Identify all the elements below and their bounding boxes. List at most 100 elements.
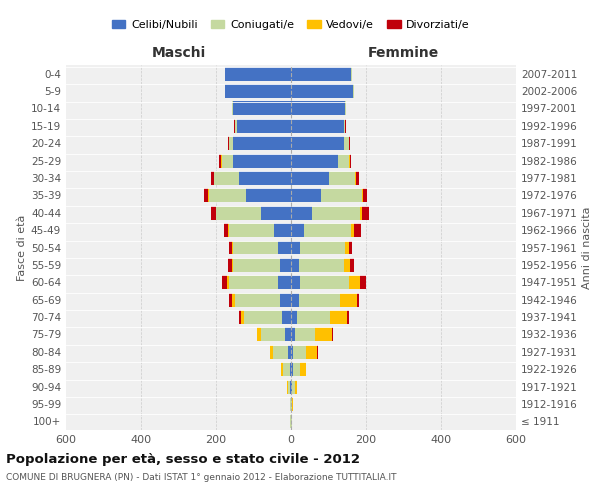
Bar [291,240,301,254]
Bar [224,84,226,98]
Bar [356,292,359,306]
Bar [286,328,291,342]
Bar [291,345,293,358]
Bar [233,258,280,272]
Bar [291,292,299,306]
Bar [227,276,229,289]
Bar [233,154,291,168]
Bar [338,154,349,168]
Bar [331,310,347,324]
Bar [306,345,317,358]
Bar [291,102,346,116]
Bar [349,276,361,289]
Bar [278,240,291,254]
Bar [280,258,291,272]
Bar [291,136,343,150]
Bar [329,171,355,185]
Bar [232,292,235,306]
Bar [232,258,233,272]
Bar [236,119,291,133]
Bar [343,119,346,133]
Bar [291,328,295,342]
Bar [291,66,351,80]
Bar [291,119,343,133]
Bar [349,240,352,254]
Bar [305,362,307,376]
Bar [229,223,274,237]
Bar [354,223,361,237]
Bar [364,188,367,202]
Text: Femmine: Femmine [368,46,439,60]
Bar [351,66,352,80]
Bar [233,102,291,116]
Bar [257,328,261,342]
Bar [280,292,291,306]
Bar [291,188,321,202]
Bar [261,328,286,342]
Bar [220,154,221,168]
Bar [291,154,338,168]
Bar [296,310,331,324]
Bar [291,171,329,185]
Bar [239,171,291,185]
Bar [291,84,353,98]
Bar [290,380,291,394]
Bar [290,362,291,376]
Bar [332,328,334,342]
Bar [321,188,362,202]
Bar [291,380,292,394]
Bar [229,136,233,150]
Bar [291,258,299,272]
Bar [270,345,273,358]
Bar [311,206,361,220]
Bar [229,276,278,289]
Bar [229,240,232,254]
Bar [235,292,280,306]
Bar [343,136,349,150]
Text: COMUNE DI BRUGNERA (PN) - Dati ISTAT 1° gennaio 2012 - Elaborazione TUTTITALIA.I: COMUNE DI BRUGNERA (PN) - Dati ISTAT 1° … [6,472,397,482]
Bar [349,136,350,150]
Bar [246,188,291,202]
Bar [278,276,291,289]
Y-axis label: Anni di nascita: Anni di nascita [582,206,592,289]
Bar [203,188,208,202]
Bar [291,362,293,376]
Bar [349,154,352,168]
Bar [300,362,305,376]
Bar [226,66,291,80]
Bar [295,328,316,342]
Bar [355,171,359,185]
Bar [274,223,291,237]
Bar [233,136,291,150]
Bar [235,119,236,133]
Bar [281,362,283,376]
Bar [239,310,241,324]
Bar [241,310,244,324]
Text: Maschi: Maschi [151,46,206,60]
Bar [233,240,278,254]
Bar [340,292,356,306]
Bar [295,380,296,394]
Bar [301,276,349,289]
Bar [209,188,246,202]
Bar [273,345,288,358]
Bar [291,276,301,289]
Bar [288,345,291,358]
Bar [361,206,362,220]
Bar [224,66,226,80]
Text: Popolazione per età, sesso e stato civile - 2012: Popolazione per età, sesso e stato civil… [6,452,360,466]
Bar [344,258,350,272]
Bar [232,102,233,116]
Bar [316,328,332,342]
Bar [229,292,232,306]
Bar [221,154,233,168]
Legend: Celibi/Nubili, Coniugati/e, Vedovi/e, Divorziati/e: Celibi/Nubili, Coniugati/e, Vedovi/e, Di… [108,16,474,34]
Bar [261,206,291,220]
Bar [346,240,349,254]
Bar [293,362,300,376]
Bar [299,292,340,306]
Bar [362,206,369,220]
Bar [224,223,229,237]
Bar [283,362,290,376]
Bar [351,223,354,237]
